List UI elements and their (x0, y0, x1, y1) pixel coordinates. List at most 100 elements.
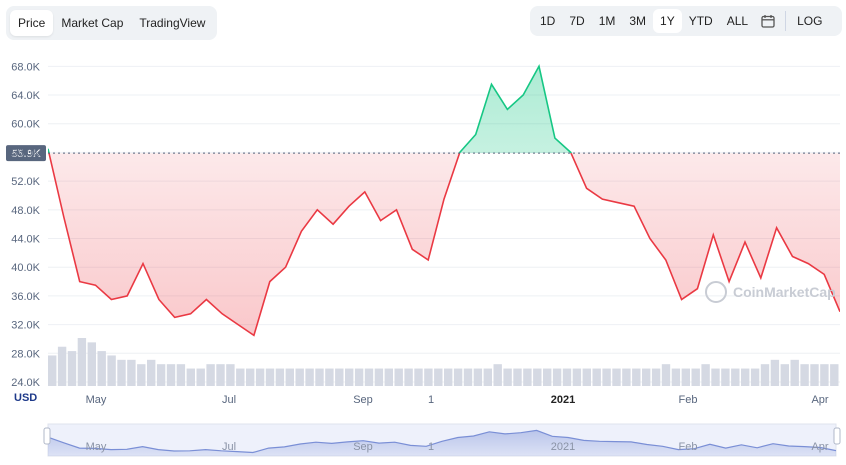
volume-bar (97, 351, 106, 386)
volume-bar (503, 368, 512, 386)
volume-bar (602, 368, 611, 386)
y-tick-label: 60.0K (11, 119, 40, 131)
volume-bar (651, 368, 661, 386)
volume-bar (453, 368, 463, 386)
volume-bar (691, 368, 700, 386)
range-ytd[interactable]: YTD (688, 14, 713, 28)
navigator-tick-label: Sep (353, 441, 373, 453)
volume-bar (285, 368, 294, 386)
coinmarketcap-logo-icon (705, 281, 727, 303)
volume-bar (87, 342, 96, 386)
volume-bar (830, 364, 839, 386)
volume-bar (592, 368, 601, 386)
navigator-handle-left[interactable] (43, 427, 51, 445)
x-tick-label: Apr (811, 394, 828, 406)
y-tick-label: 52.0K (11, 176, 40, 188)
volume-bar (196, 368, 205, 386)
volume-bar (424, 368, 433, 386)
range-all[interactable]: ALL (726, 14, 749, 28)
volume-bar (543, 368, 552, 386)
x-tick-label: Sep (353, 394, 373, 406)
volume-bar (800, 364, 809, 386)
tab-market-cap[interactable]: Market Cap (61, 16, 124, 30)
volume-bar (493, 364, 502, 386)
volume-bar (810, 364, 819, 386)
y-tick-label: 32.0K (11, 320, 40, 332)
x-tick-label: Feb (679, 394, 698, 406)
y-tick-label: 56.0K (11, 147, 40, 159)
volume-bar (275, 368, 285, 386)
volume-bar (760, 364, 770, 386)
watermark-text: CoinMarketCap (733, 284, 836, 300)
volume-bar (661, 364, 671, 386)
volume-bar (572, 368, 582, 386)
volume-bar (612, 368, 621, 386)
volume-bar (305, 368, 314, 386)
navigator-tick-label: Apr (811, 441, 828, 453)
volume-bar (513, 368, 522, 386)
volume-bar (681, 368, 690, 386)
y-tick-label: 68.0K (11, 61, 40, 73)
volume-bar (265, 368, 275, 386)
y-tick-label: 44.0K (11, 234, 40, 246)
volume-bar (741, 368, 750, 386)
reference-price-tag (6, 145, 46, 162)
volume-bar (48, 355, 57, 386)
currency-label: USD (14, 392, 37, 404)
volume-bar (721, 368, 730, 386)
price-line-down (48, 153, 840, 337)
chart-tabs: Price Market Cap TradingView (6, 6, 218, 40)
volume-bar (236, 368, 245, 386)
watermark: CoinMarketCap (705, 281, 836, 303)
volume-bar (562, 368, 572, 386)
tab-tradingview[interactable]: TradingView (139, 16, 206, 30)
reference-price-label: 55.9K (11, 148, 40, 160)
navigator-area (48, 430, 836, 456)
range-1m[interactable]: 1M (598, 14, 616, 28)
volume-bar (582, 368, 591, 386)
price-area-down (48, 153, 840, 336)
navigator-line (47, 429, 837, 454)
volume-bar (77, 338, 87, 386)
volume-bar (711, 368, 720, 386)
volume-bar (473, 368, 483, 386)
range-1d[interactable]: 1D (540, 14, 556, 28)
range-3m[interactable]: 3M (629, 14, 647, 28)
volume-bar (127, 359, 136, 386)
calendar-icon[interactable] (755, 10, 781, 32)
volume-bar (622, 368, 631, 386)
volume-bar (533, 368, 542, 386)
range-7d[interactable]: 7D (569, 14, 585, 28)
volume-bar (750, 368, 760, 386)
volume-bar (671, 368, 681, 386)
volume-bar (404, 368, 413, 386)
volume-bar (552, 368, 562, 386)
volume-bar (434, 368, 443, 386)
volume-bar (523, 368, 532, 386)
y-tick-label: 48.0K (11, 205, 40, 217)
volume-bar (374, 368, 384, 386)
volume-bar (255, 368, 265, 386)
volume-bar (206, 364, 215, 386)
y-tick-label: 24.0K (11, 377, 40, 389)
volume-bar (325, 368, 334, 386)
log-toggle[interactable]: LOG (797, 14, 823, 28)
volume-bar (642, 368, 651, 386)
x-tick-label: 2021 (551, 394, 575, 406)
navigator-handle-right[interactable] (833, 427, 841, 445)
price-line-up (48, 64, 572, 154)
volume-bar (463, 368, 473, 386)
navigator-tick-label: May (86, 441, 107, 453)
tab-price[interactable]: Price (10, 10, 54, 36)
y-tick-label: 36.0K (11, 291, 40, 303)
volume-bar (384, 368, 393, 386)
volume-bar (117, 359, 126, 386)
y-tick-label: 40.0K (11, 262, 40, 274)
volume-bar (166, 364, 176, 386)
volume-bar (226, 364, 235, 386)
volume-bar (345, 368, 354, 386)
volume-bar (246, 368, 255, 386)
price-area-up (48, 66, 572, 154)
volume-bar (216, 364, 225, 386)
range-1y[interactable]: 1Y (653, 9, 682, 33)
